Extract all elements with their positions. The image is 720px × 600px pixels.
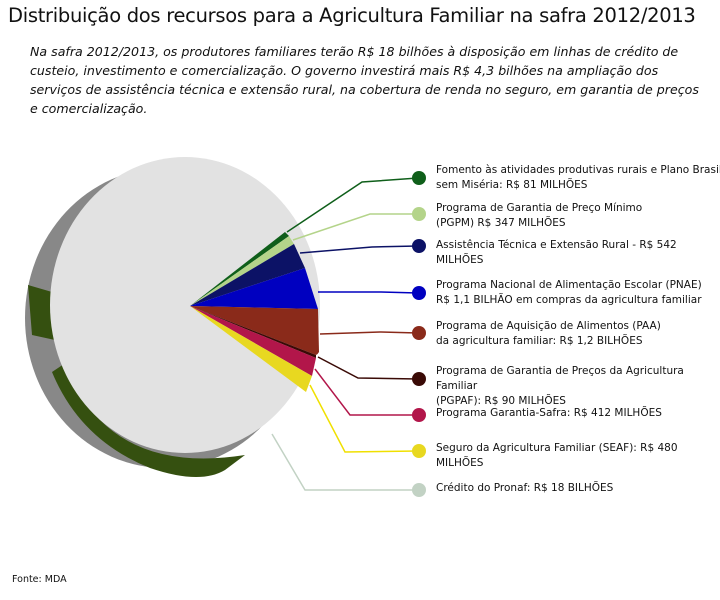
- legend-item-paa: Programa de Aquisição de Alimentos (PAA)…: [436, 319, 720, 349]
- legend-label: Assistência Técnica e Extensão Rural - R…: [436, 239, 677, 266]
- chart-subtitle: Na safra 2012/2013, os produtores famili…: [30, 44, 699, 116]
- legend-label: Programa de Garantia de Preço Mínimo: [436, 202, 643, 214]
- legend-label: Programa de Garantia de Preços da Agricu…: [436, 365, 684, 392]
- legend-label: Programa de Aquisição de Alimentos (PAA): [436, 320, 661, 332]
- legend-item-ater: Assistência Técnica e Extensão Rural - R…: [436, 238, 720, 268]
- legend-item-fomento: Fomento às atividades produtivas rurais …: [436, 163, 720, 193]
- legend-item-pgpaf: Programa de Garantia de Preços da Agricu…: [436, 364, 720, 409]
- legend-item-pgpm: Programa de Garantia de Preço Mínimo (PG…: [436, 201, 720, 231]
- legend-label: Programa Garantia-Safra: R$ 412 MILHÕES: [436, 407, 662, 419]
- legend-value: da agricultura familiar: R$ 1,2 BILHÕES: [436, 335, 643, 347]
- legend-value: R$ 1,1 BILHÃO em compras da agricultura …: [436, 294, 702, 306]
- legend-item-pnae: Programa Nacional de Alimentação Escolar…: [436, 278, 720, 308]
- legend-item-pronaf: Crédito do Pronaf: R$ 18 BILHÕES: [436, 481, 720, 496]
- legend-markers: [412, 171, 426, 497]
- legend-item-seaf: Seguro da Agricultura Familiar (SEAF): R…: [436, 441, 720, 471]
- legend-value: sem Miséria: R$ 81 MILHÕES: [436, 179, 588, 191]
- leader-lines: [271, 177, 419, 491]
- chart-title: Distribuição dos recursos para a Agricul…: [8, 4, 696, 27]
- legend-label: Crédito do Pronaf: R$ 18 BILHÕES: [436, 482, 614, 494]
- legend-label: Fomento às atividades produtivas rurais …: [436, 164, 720, 176]
- source-note: Fonte: MDA: [12, 574, 67, 585]
- legend-label: Seguro da Agricultura Familiar (SEAF): R…: [436, 442, 678, 469]
- legend-item-garantia-safra: Programa Garantia-Safra: R$ 412 MILHÕES: [436, 406, 720, 421]
- legend-value: (PGPM) R$ 347 MILHÕES: [436, 217, 566, 229]
- legend-value: (PGPAF): R$ 90 MILHÕES: [436, 395, 566, 407]
- legend-label: Programa Nacional de Alimentação Escolar…: [436, 279, 702, 291]
- pie-face: [50, 157, 320, 453]
